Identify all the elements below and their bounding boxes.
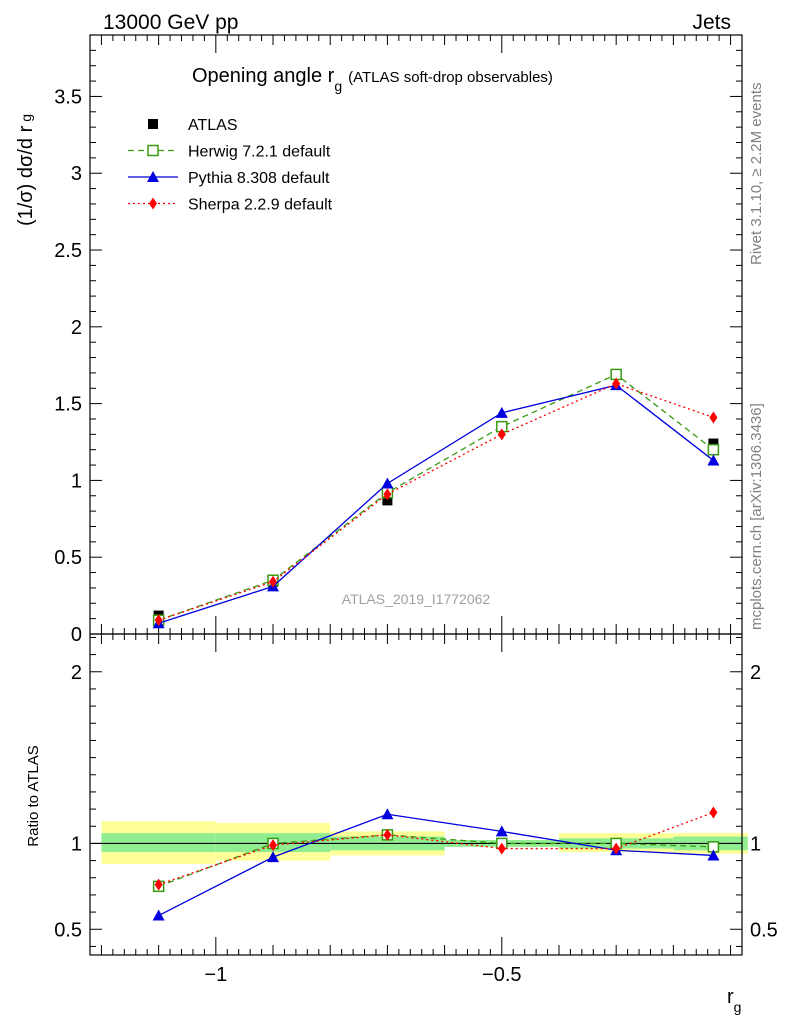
- y-tick-label: 0: [71, 624, 82, 646]
- legend-label-sherpa: Sherpa 2.2.9 default: [188, 197, 333, 214]
- chart-title: Opening angle rg (ATLAS soft-drop observa…: [192, 65, 553, 94]
- y-tick-label-right: 2: [750, 662, 761, 684]
- y-axis-label-main: (1/σ) dσ/d rg: [15, 114, 37, 226]
- data-point-sherpa: [709, 806, 718, 819]
- series-line-herwig: [158, 373, 714, 621]
- y-tick-label: 0.5: [54, 919, 82, 941]
- y-tick-label-right: 1: [750, 833, 761, 855]
- y-tick-label: 3: [71, 163, 82, 185]
- y-tick-label: 1: [71, 833, 82, 855]
- y-tick-label: 2: [71, 317, 82, 339]
- data-point-data: [708, 438, 719, 449]
- data-point-sherpa: [497, 842, 506, 855]
- series-line-sherpa: [158, 382, 714, 621]
- header-left-label: 13000 GeV pp: [103, 11, 238, 34]
- series-line-sherpa: [158, 811, 714, 886]
- y-axis-label-ratio: Ratio to ATLAS: [25, 745, 42, 846]
- data-point-sherpa: [269, 839, 278, 852]
- data-point-pythia: [495, 406, 508, 418]
- legend-marker-sherpa: [149, 197, 157, 210]
- x-tick-label: −1: [204, 964, 227, 986]
- series-line-pythia: [158, 813, 714, 917]
- mcplots-reference-label: mcplots.cern.ch [arXiv:1306.3436]: [748, 403, 765, 630]
- data-point-pythia: [381, 808, 394, 820]
- legend-label-pythia: Pythia 8.308 default: [188, 170, 330, 187]
- x-axis-label: rg: [727, 986, 741, 1015]
- data-point-pythia: [707, 454, 720, 466]
- data-point-sherpa: [383, 828, 392, 841]
- data-point-sherpa: [709, 411, 718, 424]
- legend-label-data: ATLAS: [188, 117, 238, 134]
- analysis-watermark: ATLAS_2019_I1772062: [342, 591, 491, 607]
- x-tick-label: −0.5: [482, 964, 521, 986]
- legend: ATLAS Herwig 7.2.1 default Pythia 8.308 de…: [128, 117, 333, 214]
- y-tick-label: 0.5: [54, 547, 82, 569]
- data-point-sherpa: [383, 488, 392, 501]
- series-line-herwig: [158, 834, 714, 887]
- data-point-pythia: [381, 477, 394, 489]
- y-tick-label: 1: [71, 470, 82, 492]
- data-point-sherpa: [269, 575, 278, 588]
- data-point-pythia: [267, 851, 280, 863]
- legend-marker-pythia: [147, 171, 159, 182]
- main-panel: 0 0.5 1 1.5 2 2.5 3 3.5: [54, 34, 743, 646]
- data-point-pythia: [152, 909, 165, 921]
- y-tick-label-right: 0.5: [750, 919, 778, 941]
- y-tick-label: 3.5: [54, 86, 82, 108]
- data-point-sherpa: [154, 878, 163, 891]
- data-point-herwig: [707, 443, 720, 456]
- legend-marker-data: [148, 119, 158, 129]
- y-tick-label: 1.5: [54, 394, 82, 416]
- legend-marker-herwig: [147, 144, 159, 157]
- data-point-sherpa: [154, 614, 163, 627]
- data-point-sherpa: [612, 377, 621, 390]
- uncertainty-band-inner: [101, 833, 216, 853]
- series-line-pythia: [158, 384, 714, 624]
- rivet-version-label: Rivet 3.1.10, ≥ 2.2M events: [748, 83, 765, 266]
- legend-label-herwig: Herwig 7.2.1 default: [188, 144, 331, 161]
- ratio-panel: 0.5 0.5 1 1 2 2 −1 −0.5: [54, 633, 778, 986]
- data-point-sherpa: [497, 428, 506, 441]
- data-point-sherpa: [612, 842, 621, 855]
- panel-frame: [89, 633, 743, 956]
- data-point-pythia: [707, 849, 720, 861]
- y-tick-label: 2: [71, 662, 82, 684]
- y-tick-label: 2.5: [54, 240, 82, 262]
- data-point-pythia: [495, 825, 508, 837]
- data-point-data: [382, 495, 393, 506]
- header-right-label: Jets: [692, 11, 731, 34]
